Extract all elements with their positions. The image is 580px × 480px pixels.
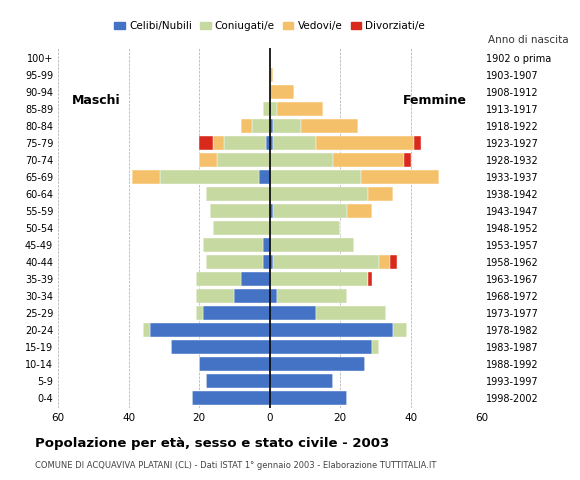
Bar: [263, 238, 270, 252]
Bar: [266, 136, 270, 150]
Bar: [372, 340, 379, 354]
Bar: [171, 340, 270, 354]
Bar: [414, 136, 422, 150]
Bar: [368, 272, 372, 286]
Bar: [270, 68, 273, 82]
Bar: [404, 153, 411, 167]
Bar: [270, 136, 273, 150]
Bar: [270, 221, 340, 235]
Bar: [270, 357, 365, 371]
Bar: [302, 120, 358, 133]
Bar: [199, 357, 270, 371]
Bar: [390, 255, 397, 269]
Bar: [368, 187, 393, 201]
Bar: [270, 272, 368, 286]
Text: Maschi: Maschi: [72, 94, 121, 107]
Bar: [150, 323, 270, 336]
Bar: [273, 120, 302, 133]
Bar: [252, 120, 270, 133]
Bar: [270, 323, 393, 336]
Bar: [160, 170, 259, 184]
Bar: [213, 221, 270, 235]
Bar: [241, 272, 270, 286]
Bar: [273, 255, 379, 269]
Bar: [199, 153, 217, 167]
Bar: [263, 102, 270, 116]
Bar: [206, 374, 270, 388]
Bar: [270, 85, 295, 99]
Bar: [316, 306, 386, 320]
Bar: [347, 204, 372, 218]
Bar: [270, 289, 277, 303]
Bar: [259, 170, 270, 184]
Bar: [202, 306, 270, 320]
Bar: [143, 323, 150, 336]
Bar: [213, 136, 224, 150]
Bar: [270, 391, 347, 405]
Bar: [270, 153, 333, 167]
Bar: [202, 238, 263, 252]
Bar: [333, 153, 404, 167]
Bar: [195, 306, 202, 320]
Bar: [206, 187, 270, 201]
Bar: [241, 120, 252, 133]
Bar: [379, 255, 390, 269]
Bar: [206, 255, 263, 269]
Text: Femmine: Femmine: [403, 94, 467, 107]
Bar: [132, 170, 160, 184]
Bar: [316, 136, 414, 150]
Bar: [270, 120, 273, 133]
Bar: [199, 136, 213, 150]
Text: Popolazione per età, sesso e stato civile - 2003: Popolazione per età, sesso e stato civil…: [35, 437, 389, 450]
Bar: [224, 136, 266, 150]
Bar: [270, 238, 354, 252]
Bar: [270, 187, 368, 201]
Bar: [273, 204, 347, 218]
Bar: [273, 136, 316, 150]
Bar: [270, 374, 333, 388]
Bar: [270, 255, 273, 269]
Bar: [393, 323, 407, 336]
Legend: Celibi/Nubili, Coniugati/e, Vedovi/e, Divorziati/e: Celibi/Nubili, Coniugati/e, Vedovi/e, Di…: [110, 17, 429, 36]
Bar: [217, 153, 270, 167]
Bar: [270, 340, 372, 354]
Bar: [192, 391, 270, 405]
Bar: [195, 289, 234, 303]
Bar: [195, 272, 241, 286]
Bar: [270, 170, 361, 184]
Text: Anno di nascita: Anno di nascita: [488, 35, 569, 45]
Bar: [277, 102, 322, 116]
Bar: [270, 204, 273, 218]
Bar: [234, 289, 270, 303]
Bar: [263, 255, 270, 269]
Bar: [277, 289, 347, 303]
Text: COMUNE DI ACQUAVIVA PLATANI (CL) - Dati ISTAT 1° gennaio 2003 - Elaborazione TUT: COMUNE DI ACQUAVIVA PLATANI (CL) - Dati …: [35, 461, 436, 470]
Bar: [270, 102, 277, 116]
Bar: [270, 306, 316, 320]
Bar: [361, 170, 439, 184]
Bar: [210, 204, 270, 218]
